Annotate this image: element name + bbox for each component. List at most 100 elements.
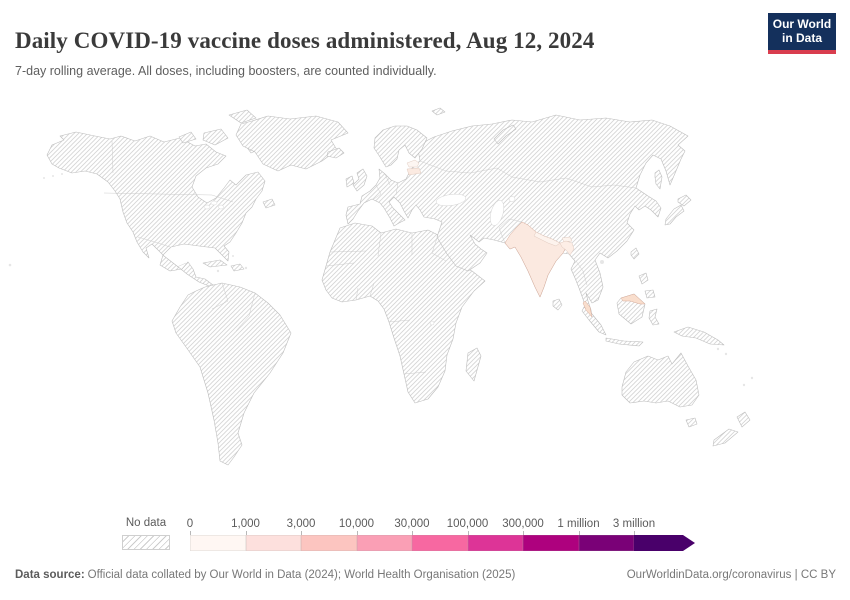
region-new-zealand-south[interactable] bbox=[712, 428, 739, 447]
legend-labels: 0 1,000 3,000 10,000 30,000 100,000 300,000 1 m… bbox=[186, 517, 710, 530]
region-newfoundland[interactable] bbox=[262, 198, 276, 209]
legend-tick-label: 30,000 bbox=[394, 518, 430, 530]
aral-sea bbox=[508, 196, 516, 202]
region-hokkaido[interactable] bbox=[677, 194, 692, 207]
legend-tick-label: 300,000 bbox=[502, 518, 544, 530]
region-sulawesi[interactable] bbox=[648, 308, 660, 326]
region-north-america[interactable] bbox=[46, 131, 266, 292]
legend-swatch-3[interactable] bbox=[356, 535, 412, 551]
region-honshu[interactable] bbox=[664, 204, 685, 226]
region-iceland[interactable] bbox=[326, 147, 345, 159]
great-lakes bbox=[203, 204, 211, 210]
legend-tick-mark bbox=[634, 531, 635, 535]
footer-link[interactable]: OurWorldinData.org/coronavirus bbox=[626, 569, 792, 581]
region-ellesmere-island[interactable] bbox=[228, 109, 257, 124]
no-data-swatch[interactable] bbox=[122, 535, 170, 550]
legend-swatch-5[interactable] bbox=[467, 535, 523, 551]
region-solomon-islands bbox=[724, 352, 728, 356]
world-map bbox=[8, 107, 754, 466]
lake-victoria bbox=[429, 320, 435, 326]
region-madagascar[interactable] bbox=[465, 347, 482, 382]
region-bahamas bbox=[232, 255, 234, 257]
region-africa[interactable] bbox=[321, 222, 486, 404]
owid-logo[interactable]: Our World in Data bbox=[768, 13, 836, 54]
legend-tick-label: 10,000 bbox=[338, 518, 375, 530]
caspian-sea bbox=[490, 200, 504, 226]
legend-tick-label: 1,000 bbox=[231, 518, 260, 530]
region-sri-lanka[interactable] bbox=[552, 298, 563, 311]
country-malaysia-peninsula[interactable] bbox=[582, 300, 593, 318]
region-aleutians bbox=[61, 173, 63, 175]
legend-tick-mark bbox=[467, 531, 469, 535]
region-luzon[interactable] bbox=[638, 272, 649, 285]
region-svalbard[interactable] bbox=[431, 107, 446, 116]
legend-tick-mark bbox=[301, 531, 302, 535]
footer-links: OurWorldinData.org/coronavirus | CC BY bbox=[627, 569, 836, 581]
country-estonia[interactable] bbox=[406, 159, 420, 168]
region-taiwan[interactable] bbox=[630, 247, 640, 260]
region-solomon-islands bbox=[716, 347, 720, 351]
owid-logo-line1: Our World bbox=[772, 17, 832, 31]
legend-tick-mark bbox=[245, 531, 247, 535]
region-arctic-island-small[interactable] bbox=[178, 131, 197, 144]
footer-separator: | bbox=[794, 569, 798, 581]
footer-source: Data source: Official data collated by Ou… bbox=[15, 569, 515, 581]
footer-source-text: Official data collated by Our World in D… bbox=[87, 569, 516, 581]
region-fiji bbox=[742, 383, 746, 387]
no-data-label: No data bbox=[125, 517, 167, 529]
legend-tick-mark bbox=[356, 531, 358, 535]
legend-swatch-0[interactable] bbox=[190, 535, 246, 551]
page-subtitle: 7-day rolling average. All doses, includ… bbox=[15, 63, 437, 78]
footer-license-link[interactable]: CC BY bbox=[800, 569, 836, 581]
legend-no-data: No data bbox=[122, 517, 170, 550]
country-latvia[interactable] bbox=[406, 167, 422, 176]
region-pacific-island bbox=[750, 376, 754, 380]
legend-swatch-2[interactable] bbox=[301, 535, 357, 551]
legend-tick-mark bbox=[523, 531, 524, 535]
country-nepal[interactable] bbox=[533, 231, 561, 247]
great-lakes bbox=[210, 200, 218, 206]
region-great-britain[interactable] bbox=[352, 168, 368, 192]
region-new-guinea[interactable] bbox=[673, 326, 725, 346]
region-java[interactable] bbox=[605, 337, 644, 347]
country-bhutan[interactable] bbox=[561, 236, 573, 243]
region-aleutians bbox=[43, 177, 45, 179]
legend-tick-mark bbox=[578, 531, 580, 535]
page-title: Daily COVID-19 vaccine doses administere… bbox=[15, 28, 595, 54]
region-new-zealand-north[interactable] bbox=[736, 411, 751, 428]
legend-swatch-1[interactable] bbox=[245, 535, 301, 551]
footer: Data source: Official data collated by Ou… bbox=[15, 569, 836, 581]
region-scandinavia[interactable] bbox=[373, 125, 428, 168]
region-south-america[interactable] bbox=[171, 282, 292, 466]
region-novaya-zemlya[interactable] bbox=[493, 124, 517, 145]
legend-swatch-4[interactable] bbox=[412, 535, 468, 551]
region-ireland[interactable] bbox=[345, 175, 355, 188]
region-hawaii bbox=[8, 263, 12, 267]
legend-colorbar bbox=[190, 535, 710, 551]
legend-swatch-6[interactable] bbox=[523, 535, 579, 551]
region-victoria-island[interactable] bbox=[202, 128, 229, 146]
region-hispaniola[interactable] bbox=[230, 263, 245, 272]
region-puerto-rico bbox=[244, 266, 248, 270]
legend-ticks bbox=[190, 530, 710, 535]
legend-tick-mark bbox=[412, 531, 413, 535]
region-sakhalin[interactable] bbox=[654, 169, 663, 190]
region-hainan bbox=[600, 260, 604, 264]
country-bangladesh[interactable] bbox=[559, 240, 575, 256]
region-australia[interactable] bbox=[621, 352, 700, 408]
legend-tick-label: 0 bbox=[186, 518, 194, 530]
legend-tick-label: 3,000 bbox=[286, 518, 316, 530]
region-sumatra[interactable] bbox=[581, 306, 607, 336]
footer-source-label: Data source: bbox=[15, 569, 85, 581]
region-tasmania[interactable] bbox=[685, 417, 698, 428]
legend-tick-label: 1 million bbox=[557, 518, 600, 530]
legend-swatch-7[interactable] bbox=[578, 535, 634, 551]
legend-swatch-8[interactable] bbox=[634, 535, 695, 551]
region-cuba[interactable] bbox=[202, 259, 228, 268]
country-malaysia-borneo[interactable] bbox=[620, 293, 646, 305]
black-sea bbox=[435, 193, 467, 207]
region-jamaica bbox=[216, 269, 220, 273]
legend-tick-mark bbox=[190, 531, 191, 535]
region-mindanao[interactable] bbox=[644, 289, 656, 299]
region-greenland[interactable] bbox=[235, 115, 349, 172]
